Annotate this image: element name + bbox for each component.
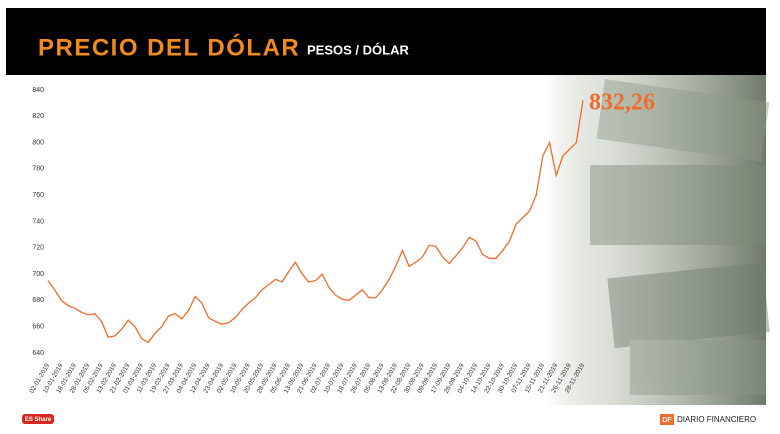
logo-text: DF <box>662 417 672 424</box>
y-tick-label: 740 <box>32 218 44 225</box>
plot: 64066068070072074076078080082084002-01-2… <box>29 87 655 395</box>
y-tick-label: 760 <box>32 192 44 199</box>
brand: DIARIO FINANCIERO <box>677 415 756 424</box>
y-tick-label: 840 <box>32 87 44 94</box>
y-tick-label: 820 <box>32 113 44 120</box>
chart-subtitle: PESOS / DÓLAR <box>307 42 409 57</box>
share-badge[interactable] <box>22 414 54 424</box>
share-badge-text[interactable]: ES Share <box>25 417 52 423</box>
money-background <box>545 75 766 405</box>
y-tick-label: 800 <box>32 139 44 146</box>
header-band <box>6 8 766 75</box>
y-tick-label: 700 <box>32 271 44 278</box>
y-tick-label: 780 <box>32 166 44 173</box>
logo-box <box>660 414 674 425</box>
y-tick-label: 640 <box>32 350 44 357</box>
chart-title: PRECIO DEL DÓLAR <box>38 33 300 61</box>
y-tick-label: 720 <box>32 245 44 252</box>
price-line <box>47 100 584 344</box>
y-tick-label: 660 <box>32 324 44 331</box>
y-tick-label: 680 <box>32 297 44 304</box>
banknotes <box>590 79 770 395</box>
value-label: 832,26 <box>589 90 655 116</box>
